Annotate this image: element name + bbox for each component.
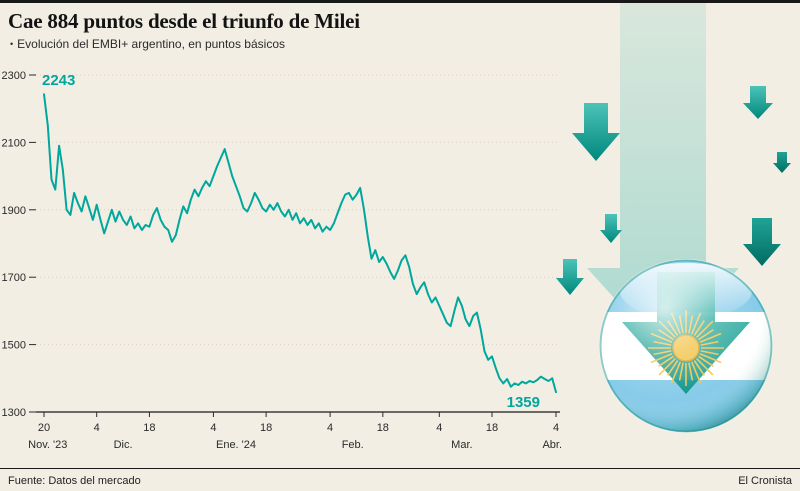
bullet-icon: •: [10, 39, 14, 49]
x-axis-label: 18: [377, 422, 389, 434]
month-label: Feb.: [342, 439, 364, 451]
month-label: Ene. '24: [216, 439, 256, 451]
footer: Fuente: Datos del mercado El Cronista: [8, 475, 792, 487]
month-label: Abr.: [542, 439, 562, 451]
x-axis-label: 4: [436, 422, 442, 434]
source-note: Fuente: Datos del mercado: [8, 475, 141, 487]
y-axis-label: 2300: [2, 70, 26, 82]
x-axis-label: 20: [38, 422, 50, 434]
x-axis-label: 4: [553, 422, 559, 434]
x-axis-label: 4: [327, 422, 333, 434]
x-axis-label: 18: [260, 422, 272, 434]
x-axis-label: 18: [486, 422, 498, 434]
y-axis-label: 1700: [2, 272, 26, 284]
x-axis-label: 4: [94, 422, 100, 434]
top-rule: [0, 0, 800, 3]
x-axis-label: 4: [210, 422, 216, 434]
chart-subtitle: • Evolución del EMBI+ argentino, en punto…: [10, 37, 285, 51]
y-axis-label: 1500: [2, 340, 26, 352]
y-axis-label: 2100: [2, 137, 26, 149]
value-annotation: 1359: [507, 394, 540, 411]
month-label: Dic.: [114, 439, 133, 451]
y-axis-label: 1300: [2, 407, 26, 419]
chart-subtitle-text: Evolución del EMBI+ argentino, en puntos…: [17, 37, 285, 51]
month-label: Mar.: [451, 439, 472, 451]
embi-series-line: [43, 93, 557, 394]
y-axis-label: 1900: [2, 205, 26, 217]
value-annotation: 2243: [42, 72, 75, 89]
page-title: Cae 884 puntos desde el triunfo de Milei: [8, 9, 360, 33]
publisher-brand: El Cronista: [738, 475, 792, 487]
x-axis-label: 18: [143, 422, 155, 434]
footer-rule: [0, 468, 800, 469]
month-label: Nov. '23: [28, 439, 67, 451]
